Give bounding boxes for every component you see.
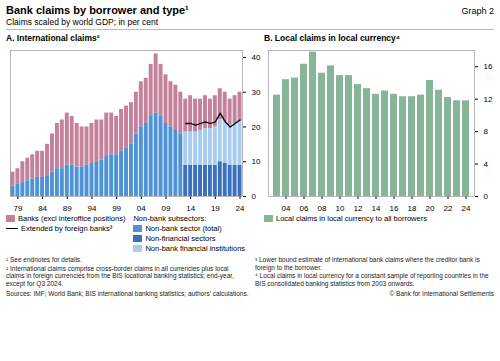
svg-text:09: 09 [162, 204, 171, 212]
html-text:A. International claims²: A. International claims² [6, 33, 100, 43]
svg-text:14: 14 [372, 204, 381, 212]
svg-text:8: 8 [484, 127, 489, 136]
svg-text:30: 30 [252, 88, 261, 97]
html-text:⁴ Local claims in local curren: ⁴ Local claims in local currency for a c… [255, 272, 489, 287]
html-text:B. Local claims in local curre: B. Local claims in local currency⁴ [264, 33, 400, 43]
html-text:Non-bank sector (total): Non-bank sector (total) [145, 224, 222, 233]
svg-text:19: 19 [211, 204, 220, 212]
svg-text:24: 24 [236, 204, 245, 212]
svg-text:20: 20 [252, 123, 261, 132]
svg-text:89: 89 [63, 204, 72, 212]
svg-text:22: 22 [444, 204, 453, 212]
html-text:³ Lower bound estimate of inte: ³ Lower bound estimate of international … [255, 256, 480, 271]
svg-text:79: 79 [13, 204, 22, 212]
svg-text:08: 08 [318, 204, 327, 212]
svg-text:84: 84 [38, 204, 47, 212]
svg-text:4: 4 [484, 160, 489, 169]
svg-text:16: 16 [484, 62, 493, 71]
svg-text:06: 06 [300, 204, 309, 212]
html-text:Banks (excl interoffice positi: Banks (excl interoffice positions) [18, 214, 126, 223]
html-text:Sources: IMF; World Bank; BIS: Sources: IMF; World Bank; BIS internatio… [6, 290, 249, 298]
svg-text:94: 94 [87, 204, 96, 212]
html-text:Graph 2: Graph 2 [461, 6, 494, 16]
html-text:© Bank for International Settl: © Bank for International Settlements [389, 290, 494, 298]
svg-text:20: 20 [426, 204, 435, 212]
html-text:Local claims in local currency: Local claims in local currency to all bo… [276, 214, 427, 223]
html-text:Non-bank financial institution: Non-bank financial institutions [145, 244, 246, 253]
svg-text:24: 24 [462, 204, 471, 212]
html-text:Non-bank subsectors:: Non-bank subsectors: [133, 214, 207, 223]
svg-text:16: 16 [390, 204, 399, 212]
html-text:¹ See endnotes for details.: ¹ See endnotes for details. [6, 256, 82, 263]
svg-text:04: 04 [282, 204, 291, 212]
svg-text:12: 12 [484, 95, 493, 104]
svg-text:18: 18 [408, 204, 417, 212]
svg-text:0: 0 [252, 192, 257, 201]
html-text:Non-financial sectors: Non-financial sectors [145, 234, 216, 243]
svg-text:10: 10 [252, 157, 261, 166]
html-text:Bank claims by borrower and ty: Bank claims by borrower and type¹ [6, 4, 189, 16]
svg-text:04: 04 [137, 204, 146, 212]
svg-text:10: 10 [336, 204, 345, 212]
html-text:Extended by foreign banks³: Extended by foreign banks³ [21, 224, 113, 233]
svg-text:40: 40 [252, 53, 261, 62]
html-text:Claims scaled by world GDP; in: Claims scaled by world GDP; in per cent [6, 17, 159, 27]
svg-text:0: 0 [484, 192, 489, 201]
svg-text:99: 99 [112, 204, 121, 212]
svg-text:12: 12 [354, 204, 363, 212]
svg-text:14: 14 [186, 204, 195, 212]
html-text:² International claims compris: ² International claims comprise cross-bo… [6, 264, 234, 287]
